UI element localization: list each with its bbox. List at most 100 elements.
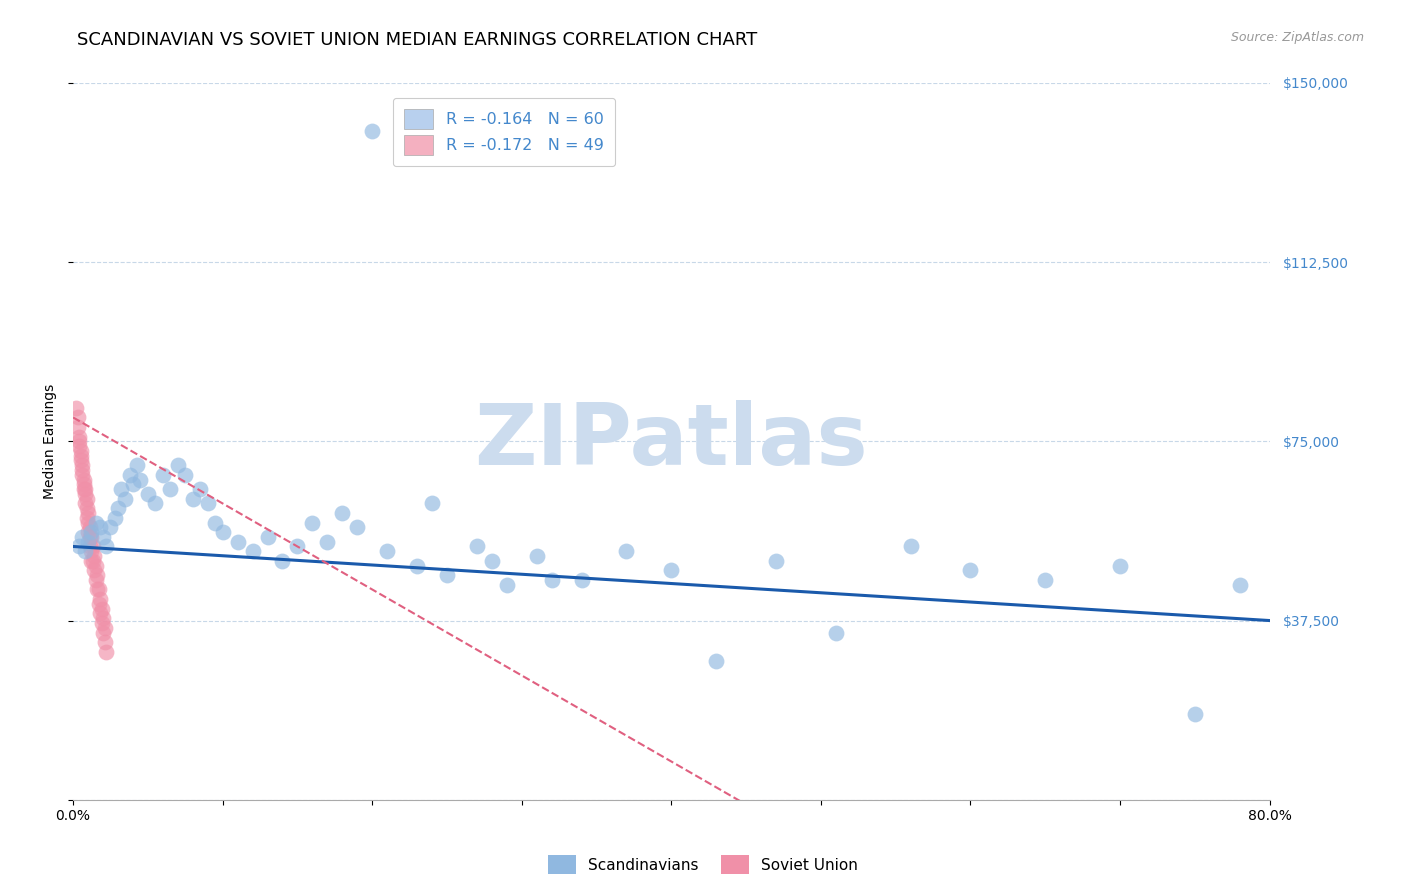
Point — [495, 578, 517, 592]
Text: ZIPatlas: ZIPatlas — [474, 400, 869, 483]
Point — [256, 530, 278, 544]
Point — [526, 549, 548, 563]
Y-axis label: Median Earnings: Median Earnings — [44, 384, 58, 499]
Point — [181, 491, 204, 506]
Point — [83, 563, 105, 577]
Point — [67, 434, 90, 449]
Point — [1033, 573, 1056, 587]
Point — [80, 530, 103, 544]
Point — [76, 491, 98, 506]
Point — [900, 540, 922, 554]
Point — [93, 621, 115, 635]
Point — [330, 506, 353, 520]
Point — [86, 582, 108, 597]
Point — [825, 625, 848, 640]
Point — [65, 401, 87, 415]
Point — [83, 549, 105, 563]
Point — [127, 458, 149, 473]
Point — [242, 544, 264, 558]
Point — [67, 439, 90, 453]
Point — [86, 568, 108, 582]
Point — [70, 467, 93, 482]
Point — [89, 520, 111, 534]
Point — [76, 511, 98, 525]
Point — [122, 477, 145, 491]
Point — [79, 520, 101, 534]
Point — [143, 496, 166, 510]
Point — [91, 530, 114, 544]
Point — [271, 554, 294, 568]
Point — [73, 496, 96, 510]
Point — [188, 482, 211, 496]
Point — [77, 534, 100, 549]
Point — [79, 530, 101, 544]
Point — [72, 482, 94, 496]
Point — [70, 530, 93, 544]
Point — [204, 516, 226, 530]
Point — [616, 544, 638, 558]
Point — [70, 463, 93, 477]
Point — [84, 558, 107, 573]
Point — [67, 429, 90, 443]
Point — [465, 540, 488, 554]
Point — [69, 453, 91, 467]
Point — [79, 540, 101, 554]
Point — [436, 568, 458, 582]
Point — [73, 544, 96, 558]
Legend: Scandinavians, Soviet Union: Scandinavians, Soviet Union — [543, 849, 863, 880]
Point — [94, 645, 117, 659]
Point — [1184, 706, 1206, 721]
Point — [82, 540, 104, 554]
Legend: R = -0.164   N = 60, R = -0.172   N = 49: R = -0.164 N = 60, R = -0.172 N = 49 — [392, 98, 614, 166]
Point — [316, 534, 339, 549]
Point — [118, 467, 141, 482]
Text: SCANDINAVIAN VS SOVIET UNION MEDIAN EARNINGS CORRELATION CHART: SCANDINAVIAN VS SOVIET UNION MEDIAN EARN… — [77, 31, 758, 49]
Point — [226, 534, 249, 549]
Point — [1229, 578, 1251, 592]
Point — [481, 554, 503, 568]
Point — [84, 516, 107, 530]
Point — [70, 458, 93, 473]
Point — [129, 473, 152, 487]
Point — [84, 573, 107, 587]
Point — [91, 625, 114, 640]
Point — [67, 540, 90, 554]
Point — [87, 597, 110, 611]
Point — [80, 544, 103, 558]
Point — [69, 444, 91, 458]
Point — [765, 554, 787, 568]
Point — [152, 467, 174, 482]
Point — [197, 496, 219, 510]
Point — [90, 601, 112, 615]
Point — [166, 458, 188, 473]
Point — [69, 449, 91, 463]
Point — [94, 540, 117, 554]
Point — [104, 511, 127, 525]
Point — [80, 554, 103, 568]
Point — [73, 487, 96, 501]
Point — [420, 496, 443, 510]
Point — [659, 563, 682, 577]
Point — [571, 573, 593, 587]
Point — [375, 544, 398, 558]
Point — [89, 592, 111, 607]
Point — [90, 615, 112, 630]
Point — [287, 540, 309, 554]
Point — [77, 506, 100, 520]
Point — [114, 491, 136, 506]
Point — [100, 520, 122, 534]
Point — [211, 525, 233, 540]
Point — [76, 501, 98, 516]
Point — [72, 477, 94, 491]
Point — [72, 473, 94, 487]
Point — [77, 525, 100, 540]
Point — [174, 467, 197, 482]
Point — [346, 520, 368, 534]
Point — [136, 487, 159, 501]
Point — [87, 582, 110, 597]
Point — [80, 525, 103, 540]
Point — [159, 482, 181, 496]
Point — [110, 482, 132, 496]
Point — [959, 563, 981, 577]
Point — [89, 607, 111, 621]
